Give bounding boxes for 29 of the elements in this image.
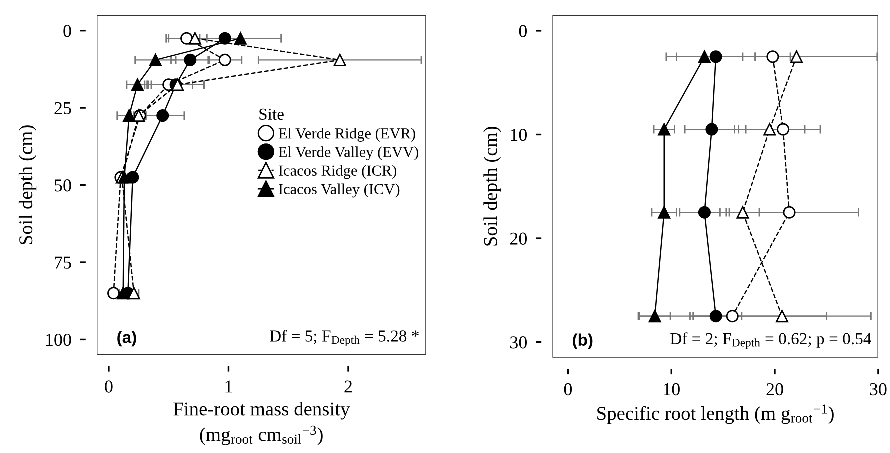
x-axis-title: Fine-root mass density (mg$_{root}$ cm$_{soil}$$^{−3}$)	[174, 402, 350, 446]
x-tick-label: 0	[105, 380, 113, 393]
legend-title: Site	[260, 108, 284, 120]
y-tick-label: 0	[519, 25, 527, 38]
x-axis-title: Specific root length (m g$_{root}$$^{−1}$)	[598, 404, 834, 424]
annotation: Df = 2; F$_{Depth}$ = 0.62; p = 0.54	[670, 332, 872, 350]
y-tick-label: 30	[510, 336, 527, 349]
y-tick-label: 20	[510, 232, 527, 245]
x-tick-label: 0	[564, 383, 572, 396]
y-tick-label: 0	[64, 25, 72, 38]
x-tick-label: 1	[226, 380, 232, 393]
legend-label: Icacos Ridge (ICR)	[278, 165, 397, 180]
annotation: Df = 5; F$_{Depth}$ = 5.28 *	[270, 330, 419, 347]
annotation: (a)	[118, 331, 136, 347]
legend-label: Icacos Valley (ICV)	[278, 184, 400, 198]
y-axis-title: Soil depth (cm)	[484, 127, 502, 246]
legend-label: El Verde Valley (EVV)	[278, 146, 418, 161]
y-tick-label: 10	[511, 129, 527, 142]
x-tick-label: 10	[664, 383, 680, 396]
y-tick-label: 50	[55, 180, 72, 192]
x-tick-label: 2	[344, 380, 352, 393]
x-tick-label: 30	[870, 383, 887, 396]
legend-label: El Verde Ridge (EVR)	[278, 128, 416, 142]
y-tick-label: 75	[55, 256, 72, 269]
x-tick-label: 20	[766, 383, 784, 396]
y-tick-label: 25	[54, 102, 72, 115]
y-tick-label: 100	[46, 334, 72, 346]
y-axis-title: Soil depth (cm)	[18, 126, 37, 244]
annotation: (b)	[573, 334, 593, 350]
